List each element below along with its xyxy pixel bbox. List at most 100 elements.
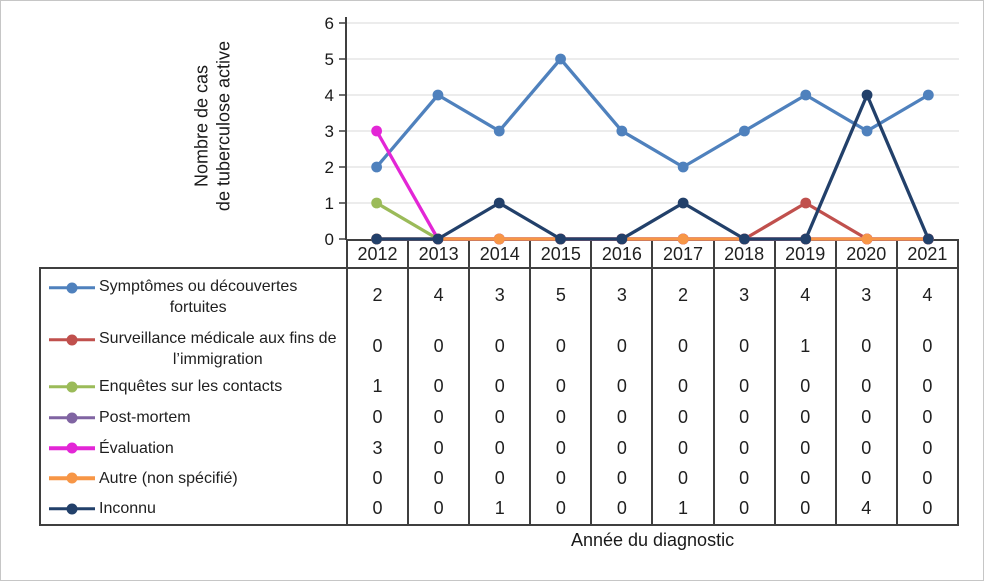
data-point-marker [677, 161, 689, 173]
value-cell: 0 [712, 402, 774, 433]
legend-cell: Enquêtes sur les contacts [41, 371, 346, 402]
value-cell: 0 [590, 493, 651, 524]
value-cell: 0 [529, 371, 590, 402]
gridlines [346, 22, 959, 204]
data-point-marker [371, 161, 383, 173]
value-cell: 0 [468, 463, 529, 493]
value-cell: 0 [468, 402, 529, 433]
legend-label: Inconnu [99, 500, 156, 517]
value-cell: 1 [773, 321, 835, 371]
value-cell: 0 [346, 402, 407, 433]
data-point-marker [493, 197, 505, 209]
legend-line-marker-icon [49, 442, 95, 454]
year-header-row: 2012 2013 2014 2015 2016 2017 2018 2019 2020 2021 [346, 239, 959, 267]
value-cell: 1 [346, 371, 407, 402]
value-cell: 0 [468, 371, 529, 402]
value-cell: 0 [468, 433, 529, 463]
legend-line-marker-icon [49, 412, 95, 423]
value-cell: 0 [895, 493, 957, 524]
y-tick-label: 3 [325, 122, 334, 141]
legend-line-marker-icon [49, 334, 95, 345]
value-cell: 0 [529, 402, 590, 433]
legend-line-marker-icon [49, 381, 95, 392]
value-cell: 0 [834, 402, 896, 433]
series-surveillance-m-dicale-aux-fins-de [371, 197, 934, 245]
value-cell: 0 [407, 402, 468, 433]
value-cell: 0 [773, 371, 835, 402]
value-cell: 3 [468, 269, 529, 321]
value-cell: 3 [590, 269, 651, 321]
value-cell: 0 [895, 321, 957, 371]
y-axis-title: Nombre de cas de tuberculose active [191, 40, 234, 212]
year-header-cell: 2018 [712, 241, 774, 267]
value-cell: 0 [834, 433, 896, 463]
value-cell: 0 [407, 493, 468, 524]
year-header-cell: 2019 [773, 241, 835, 267]
y-tick-label: 4 [325, 86, 334, 105]
value-cell: 1 [468, 493, 529, 524]
legend-line-marker-icon [49, 282, 95, 293]
legend-label: Symptômes ou découvertes fortuites [99, 278, 298, 316]
data-point-marker [555, 53, 566, 65]
value-cell: 0 [651, 402, 712, 433]
value-cell: 0 [834, 321, 896, 371]
value-cell: 0 [468, 321, 529, 371]
table-row: Enquêtes sur les contacts 1 0 0 0 0 0 0 0 0 0 [41, 371, 957, 402]
value-cell: 4 [895, 269, 957, 321]
value-cell: 0 [407, 321, 468, 371]
data-point-marker [616, 125, 628, 137]
value-cell: 0 [590, 433, 651, 463]
legend-cell: Inconnu [41, 493, 346, 524]
series-inconnu [371, 89, 934, 245]
value-cell: 3 [834, 269, 896, 321]
table-row: Post-mortem 0 0 0 0 0 0 0 0 0 0 [41, 402, 957, 433]
value-cell: 4 [407, 269, 468, 321]
value-cell: 0 [773, 402, 835, 433]
data-point-marker [800, 197, 812, 209]
value-cell: 5 [529, 269, 590, 321]
value-cell: 0 [712, 321, 774, 371]
year-header-cell: 2021 [895, 241, 957, 267]
data-point-marker [739, 125, 750, 137]
value-cell: 0 [590, 402, 651, 433]
y-tick-label: 2 [325, 158, 334, 177]
value-cell: 0 [529, 493, 590, 524]
table-row: Évaluation 3 0 0 0 0 0 0 0 0 0 [41, 433, 957, 463]
year-header-cell: 2016 [590, 241, 651, 267]
legend-cell: Surveillance médicale aux fins de l’immig… [41, 321, 346, 371]
y-tick-label: 0 [325, 230, 334, 249]
legend-label: Post-mortem [99, 409, 191, 426]
table-row: Surveillance médicale aux fins de l’immig… [41, 321, 957, 371]
value-cell: 3 [712, 269, 774, 321]
legend-label: Autre (non spécifié) [99, 469, 238, 487]
value-cell: 0 [712, 371, 774, 402]
legend-cell: Autre (non spécifié) [41, 463, 346, 493]
value-cell: 0 [895, 402, 957, 433]
data-point-marker [371, 197, 383, 209]
year-header-cell: 2017 [651, 241, 712, 267]
legend-line-marker-icon [49, 503, 95, 514]
value-cell: 0 [712, 433, 774, 463]
value-cell: 0 [773, 463, 835, 493]
legend-cell: Symptômes ou découvertes fortuites [41, 269, 346, 321]
data-point-marker [432, 89, 444, 101]
value-cell: 2 [651, 269, 712, 321]
value-cell: 0 [407, 371, 468, 402]
y-tick-label: 6 [325, 14, 334, 33]
y-tick-label: 5 [325, 50, 334, 69]
year-header-cell: 2015 [529, 241, 590, 267]
value-cell: 0 [895, 463, 957, 493]
legend-cell: Évaluation [41, 433, 346, 463]
data-point-marker [861, 125, 873, 137]
value-cell: 0 [590, 371, 651, 402]
value-cell: 0 [834, 463, 896, 493]
data-table: Symptômes ou découvertes fortuites 2 4 3 5 3 2 3… [39, 267, 959, 526]
value-cell: 0 [651, 463, 712, 493]
year-header-cell: 2012 [357, 243, 398, 264]
data-point-marker [861, 89, 873, 101]
value-cell: 0 [834, 371, 896, 402]
data-point-marker [922, 89, 934, 101]
value-cell: 0 [895, 433, 957, 463]
series--valuation [371, 125, 934, 245]
value-cell: 0 [590, 463, 651, 493]
